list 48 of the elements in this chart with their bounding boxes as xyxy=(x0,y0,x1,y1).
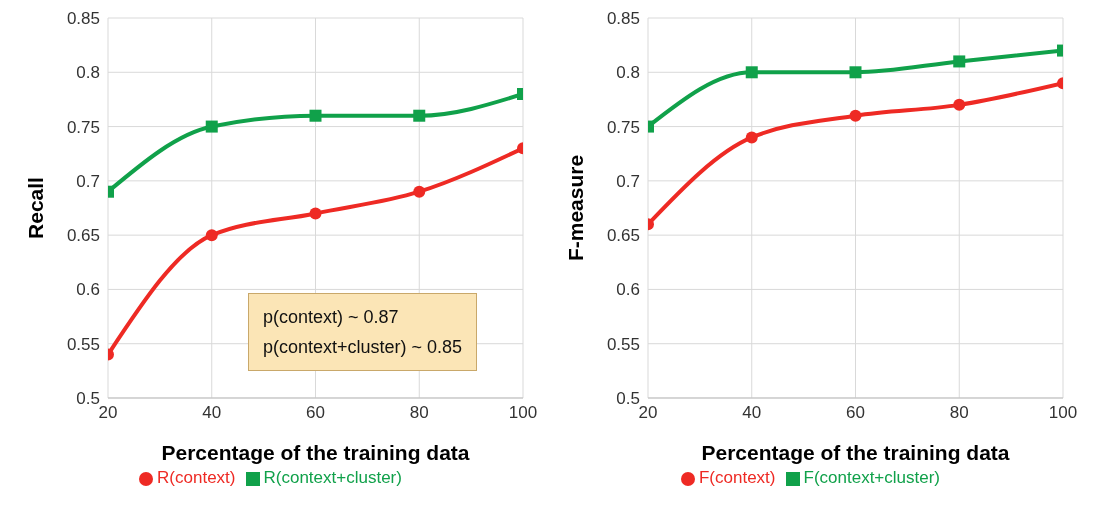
y-tick-label: 0.5 xyxy=(76,389,100,409)
y-axis-title: F-measure xyxy=(564,154,588,262)
x-axis-title: Percentage of the training data xyxy=(161,441,470,464)
point xyxy=(309,109,322,122)
x-tick-label: 40 xyxy=(742,403,762,423)
point xyxy=(413,109,426,122)
point xyxy=(205,120,218,133)
point xyxy=(849,109,862,122)
point xyxy=(745,66,758,79)
y-tick-label: 0.6 xyxy=(616,280,640,300)
x-tick-label: 60 xyxy=(846,403,865,423)
y-tick-label: 0.6 xyxy=(76,280,100,300)
legend-label: F(context+cluster) xyxy=(803,468,941,487)
y-tick-label: 0.55 xyxy=(606,334,640,354)
legend-label: R(context+cluster) xyxy=(263,468,402,487)
x-tick-label: 80 xyxy=(949,403,969,423)
y-tick-label: 0.85 xyxy=(606,9,640,29)
y-axis-title: Recall xyxy=(24,177,48,239)
y-tick-label: 0.65 xyxy=(606,226,640,246)
y-tick-label: 0.65 xyxy=(66,226,100,246)
x-tick-label: 40 xyxy=(202,403,222,423)
annotation: p(context+cluster) ~ 0.85 xyxy=(263,336,463,359)
y-tick-label: 0.8 xyxy=(616,63,640,83)
y-tick-label: 0.7 xyxy=(616,171,640,191)
y-tick-label: 0.7 xyxy=(76,171,100,191)
annotation: p(context) ~ 0.87 xyxy=(263,306,400,329)
point xyxy=(953,98,966,111)
x-tick-label: 20 xyxy=(638,403,658,423)
y-tick-label: 0.85 xyxy=(66,9,100,29)
y-tick-label: 0.8 xyxy=(76,63,100,83)
y-tick-label: 0.5 xyxy=(616,389,640,409)
point xyxy=(205,229,218,242)
y-tick-label: 0.75 xyxy=(66,117,100,137)
x-tick-label: 80 xyxy=(409,403,429,423)
x-tick-label: 100 xyxy=(1048,403,1078,423)
point xyxy=(309,207,322,220)
x-axis-title: Percentage of the training data xyxy=(701,441,1010,464)
legend-label: F(context) xyxy=(698,468,776,487)
y-tick-label: 0.55 xyxy=(66,334,100,354)
x-tick-label: 60 xyxy=(306,403,325,423)
x-tick-label: 20 xyxy=(98,403,118,423)
point xyxy=(953,55,966,68)
x-tick-label: 100 xyxy=(508,403,538,423)
point xyxy=(413,185,426,198)
point xyxy=(849,66,862,79)
legend-label: R(context) xyxy=(157,468,236,487)
point xyxy=(745,131,758,144)
y-tick-label: 0.75 xyxy=(606,117,640,137)
